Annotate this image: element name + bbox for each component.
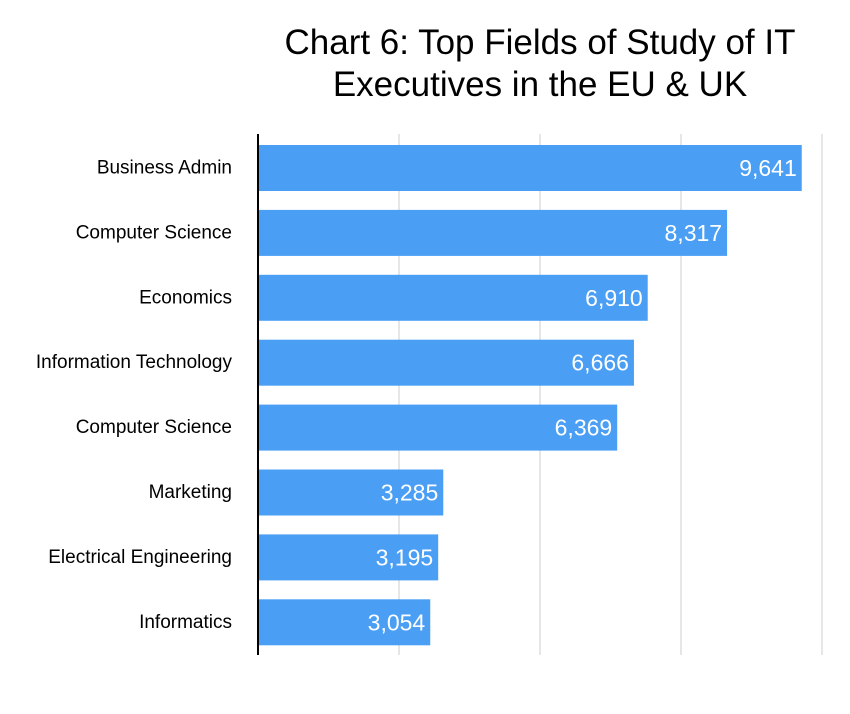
chart-title: Chart 6: Top Fields of Study of IT Execu…	[240, 22, 840, 106]
category-label: Computer Science	[76, 417, 232, 438]
category-label: Economics	[139, 287, 232, 308]
bar	[258, 145, 802, 191]
bar	[258, 274, 648, 321]
chart-title-line-1: Chart 6: Top Fields of Study of IT	[284, 23, 796, 62]
chart-title-line-2: Executives in the EU & UK	[332, 65, 748, 104]
value-label: 9,641	[739, 155, 797, 181]
bars	[258, 145, 802, 646]
value-label: 8,317	[665, 220, 723, 246]
category-labels: Business Admin Computer Science Economics I…	[36, 158, 233, 633]
category-label: Electrical Engineering	[48, 547, 232, 568]
category-label: Marketing	[149, 482, 232, 503]
category-label: Business Admin	[97, 158, 232, 179]
value-labels: 9,641 8,317 6,910 6,666 6,369 3,285 3,195 3,054	[368, 155, 797, 635]
category-label: Informatics	[139, 612, 232, 633]
bar	[258, 534, 439, 581]
bar	[258, 339, 634, 386]
bar	[258, 209, 728, 256]
bar	[258, 404, 618, 451]
value-label: 6,666	[571, 350, 629, 376]
value-label: 6,369	[555, 415, 613, 441]
bar	[258, 599, 431, 646]
bar	[258, 469, 444, 516]
value-label: 3,285	[381, 480, 439, 506]
value-label: 3,054	[368, 609, 426, 635]
value-label: 3,195	[376, 544, 434, 570]
value-label: 6,910	[585, 285, 643, 311]
category-label: Information Technology	[36, 352, 233, 373]
category-label: Computer Science	[76, 222, 232, 243]
